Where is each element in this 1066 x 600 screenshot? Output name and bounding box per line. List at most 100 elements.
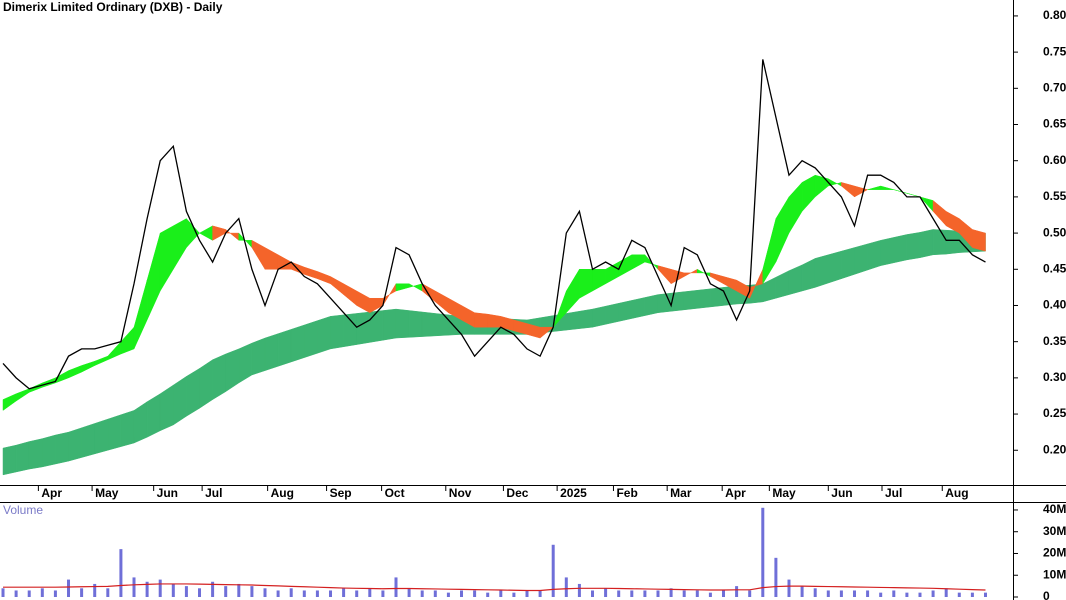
y-tick-label: 0.20 xyxy=(1043,442,1066,456)
y-tick-label: 0.75 xyxy=(1043,44,1066,58)
volume-bar xyxy=(839,590,843,597)
band-segment xyxy=(343,313,357,348)
volume-bar xyxy=(80,588,84,597)
band-segment xyxy=(28,438,43,470)
band-segment xyxy=(631,297,646,319)
volume-bar xyxy=(263,588,267,597)
volume-bar xyxy=(40,588,44,597)
chart-title: Dimerix Limited Ordinary (DXB) - Daily xyxy=(3,0,223,14)
volume-bar xyxy=(931,590,935,597)
band-segment xyxy=(55,431,69,465)
volume-bar xyxy=(774,557,778,597)
volume-bar xyxy=(473,590,477,597)
band-segment xyxy=(251,337,266,376)
volume-bar xyxy=(905,592,909,597)
volume-bar xyxy=(329,590,333,597)
band-segment xyxy=(932,229,947,256)
volume-bar xyxy=(708,592,712,597)
volume-bar xyxy=(630,590,634,597)
band-segment xyxy=(304,320,318,358)
band-segment xyxy=(605,302,619,325)
volume-bar xyxy=(67,579,71,597)
volume-bar xyxy=(158,579,162,597)
volume-bar xyxy=(250,586,254,597)
x-tick-label: Jul xyxy=(885,486,902,500)
y-tick-label: 10M xyxy=(1043,567,1066,581)
y-tick-label: 0.30 xyxy=(1043,370,1066,384)
volume-bar xyxy=(813,588,817,597)
band-segment xyxy=(579,308,593,329)
y-tick-label: 40M xyxy=(1043,502,1066,516)
volume-bar xyxy=(14,590,18,597)
band-segment xyxy=(893,234,908,264)
y-tick-label: 0.35 xyxy=(1043,334,1066,348)
x-tick-label: Aug xyxy=(271,486,294,500)
band-segment xyxy=(212,353,226,401)
band-segment xyxy=(290,324,305,363)
volume-bar xyxy=(957,592,961,597)
band-segment xyxy=(421,311,436,337)
x-tick-label: Feb xyxy=(616,486,637,500)
x-tick-label: 2025 xyxy=(560,486,587,500)
volume-bar xyxy=(944,588,948,597)
volume-bar xyxy=(171,583,175,597)
y-tick-label: 20M xyxy=(1043,546,1066,560)
volume-bar xyxy=(106,588,110,597)
y-tick-label: 0.70 xyxy=(1043,80,1066,94)
band-segment xyxy=(880,185,894,190)
volume-bar xyxy=(983,592,987,597)
x-tick-label: May xyxy=(95,486,119,500)
band-segment xyxy=(880,237,895,266)
volume-bar xyxy=(761,507,765,597)
band-segment xyxy=(972,229,986,252)
volume-bar xyxy=(695,590,699,597)
volume-bar xyxy=(53,590,57,597)
band-segment xyxy=(81,423,95,458)
band-segment xyxy=(264,333,279,371)
volume-bar xyxy=(446,592,450,597)
band-segment xyxy=(683,289,698,311)
volume-bar xyxy=(184,586,188,597)
band-segment xyxy=(107,414,122,451)
volume-bar xyxy=(145,581,149,597)
band-segment xyxy=(854,243,868,275)
band-segment xyxy=(2,444,17,476)
y-tick-label: 0.55 xyxy=(1043,189,1066,203)
volume-bar xyxy=(590,590,594,597)
band-segment xyxy=(146,393,161,438)
x-tick-label: May xyxy=(772,486,796,500)
y-tick-label: 0.25 xyxy=(1043,406,1066,420)
volume-bar xyxy=(315,590,319,597)
band-segment xyxy=(317,315,331,354)
volume-bar xyxy=(643,590,647,597)
y-tick-label: 0.80 xyxy=(1043,8,1066,22)
volume-bar xyxy=(735,586,739,597)
band-segment xyxy=(945,229,960,255)
x-tick-label: Jun xyxy=(157,486,178,500)
x-tick-label: Dec xyxy=(506,486,528,500)
band-segment xyxy=(120,410,135,447)
y-tick-label: 0.40 xyxy=(1043,298,1066,312)
volume-bar xyxy=(918,592,922,597)
volume-bar xyxy=(617,590,621,597)
band-segment xyxy=(382,308,397,341)
volume-bar xyxy=(669,588,673,597)
band-segment xyxy=(277,329,292,367)
band-segment xyxy=(199,359,213,409)
band-segment xyxy=(919,229,934,259)
volume-bar xyxy=(604,588,608,597)
band-segment xyxy=(474,312,488,328)
volume-bar xyxy=(656,590,660,597)
band-segment xyxy=(186,368,200,417)
x-tick-label: Jun xyxy=(831,486,852,500)
volume-title: Volume xyxy=(3,503,43,517)
volume-bar xyxy=(394,577,398,597)
band-segment xyxy=(906,232,921,261)
band-segment xyxy=(539,326,554,339)
volume-bar xyxy=(892,590,896,597)
volume-bar xyxy=(368,588,372,597)
volume-bar xyxy=(119,549,123,597)
x-tick-label: Oct xyxy=(385,486,405,500)
band-segment xyxy=(841,247,855,280)
